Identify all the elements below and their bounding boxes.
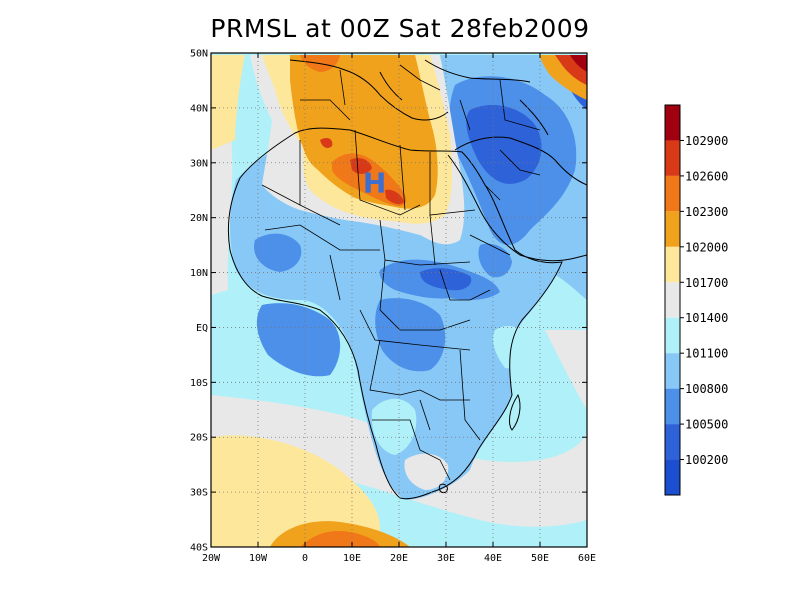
colorbar-label: 102900 [685,134,728,148]
graticule [211,53,587,547]
colorbar-segment [665,246,680,283]
lon-tick-label: 40E [484,553,502,564]
lat-tick-label: EQ [196,323,208,334]
lon-tick-label: 20E [390,553,408,564]
lon-tick-label: 0 [302,553,308,564]
country-borders [261,64,541,481]
colorbar-segment [665,353,680,389]
colorbar-label: 102000 [685,240,728,254]
colorbar-segment [665,317,680,354]
lon-tick-label: 60E [578,553,596,564]
colorbar-label: 101700 [685,276,728,290]
colorbar-label: 100800 [685,382,728,396]
lat-tick-label: 50N [190,49,208,60]
colorbar-label: 100500 [685,418,728,432]
colorbar-segment [665,388,680,425]
colorbar: 102900 102600 102300 102000 101700 101400 1011… [664,104,728,496]
colorbar-label: 102300 [685,205,728,219]
colorbar-segment [665,211,680,247]
colorbar-segment [665,105,680,141]
lon-tick-label: 30E [437,553,455,564]
lon-tick-label: 50E [531,553,549,564]
lon-tick-label: 10E [343,553,361,564]
high-pressure-marker: H [363,167,386,200]
colorbar-segment [665,140,680,176]
colorbar-segment [665,175,680,212]
lat-tick-label: 20S [190,433,208,444]
lon-tick-label: 10W [249,553,268,564]
colorbar-label: 102600 [685,169,728,183]
lat-tick-label: 30N [190,158,208,169]
latitude-axis: 50N 40N 30N 20N 10N EQ 10S 20S 30S 40S [190,49,587,554]
lat-tick-label: 10N [190,268,208,279]
longitude-axis: 20W 10W 0 10E 20E 30E 40E 50E 60E [202,53,596,564]
colorbar-segment [665,282,680,318]
map-title: PRMSL at 00Z Sat 28feb2009 [210,14,590,43]
lon-tick-label: 20W [202,553,221,564]
colorbar-segment [665,459,680,495]
lat-tick-label: 10S [190,378,208,389]
pressure-field [211,53,587,547]
colorbar-label: 101100 [685,347,728,361]
colorbar-label: 101400 [685,311,728,325]
lat-tick-label: 40N [190,103,208,114]
colorbar-frame [664,104,681,496]
colorbar-segment [665,424,680,460]
lat-tick-label: 30S [190,488,208,499]
coastlines [227,59,587,500]
lat-tick-label: 20N [190,213,208,224]
colorbar-label: 100200 [685,453,728,467]
lat-tick-label: 40S [190,543,208,554]
